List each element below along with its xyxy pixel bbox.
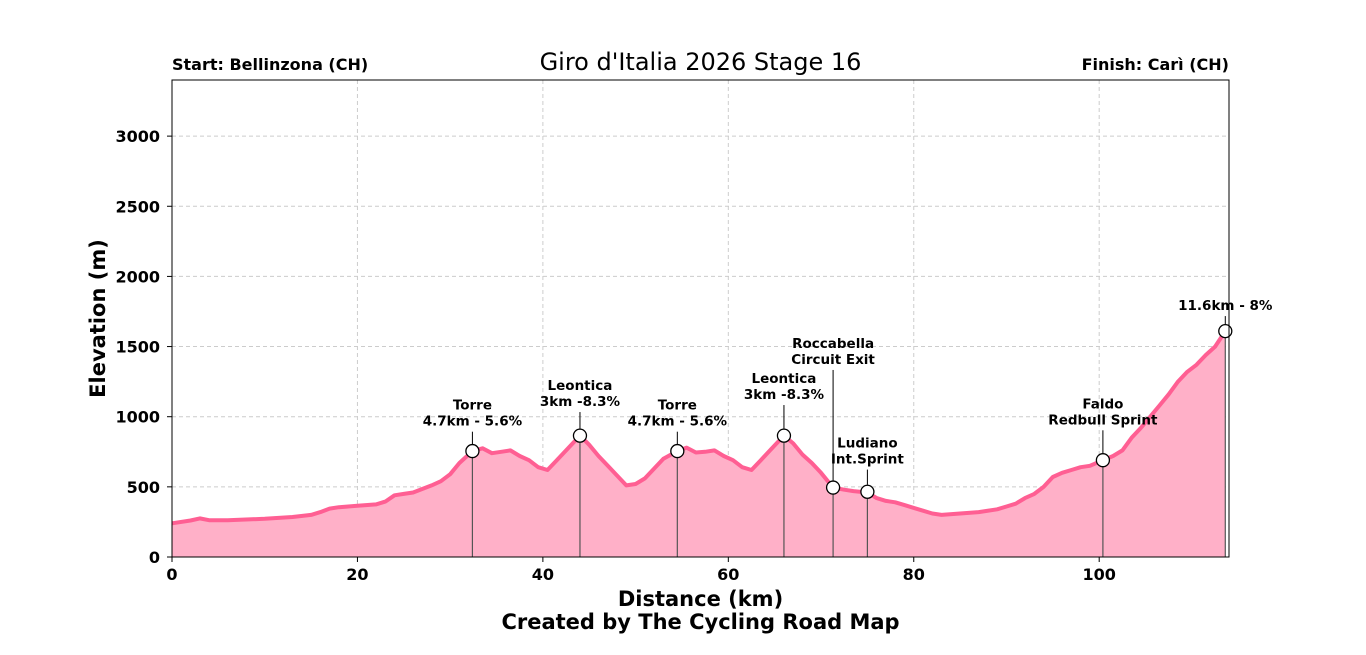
marker-label: Redbull Sprint (1048, 412, 1158, 428)
marker-label: Faldo (1082, 396, 1123, 412)
marker-point (670, 443, 685, 459)
elevation-area-fill (172, 331, 1226, 557)
marker-point (776, 428, 792, 443)
x-axis-title: Distance (km) (618, 587, 783, 611)
marker-label: Torre (453, 398, 492, 414)
marker-label: 4.7km - 5.6% (423, 414, 523, 430)
plot-frame (171, 79, 1230, 558)
y-axis-title: Elevation (m) (86, 239, 110, 398)
y-tick-label: 1500 (115, 338, 160, 357)
x-tick-label: 40 (532, 565, 554, 584)
elevation-line (171, 330, 1227, 526)
marker-label: Leontica (752, 371, 817, 387)
y-tick-label: 2500 (115, 197, 160, 216)
x-tick-label: 20 (346, 565, 368, 584)
marker-point (465, 443, 480, 459)
marker-point (1095, 453, 1111, 468)
y-tick-label: 500 (127, 478, 160, 497)
finish-label: Finish: Carì (CH) (1082, 55, 1229, 74)
start-label: Start: Bellinzona (CH) (172, 55, 368, 74)
marker-point (572, 428, 588, 443)
marker-label: Int.Sprint (831, 452, 904, 468)
marker-label: 11.6km - 8% (1178, 298, 1273, 314)
y-tick-label: 0 (149, 548, 160, 567)
marker-label: 4.7km - 5.6% (628, 414, 728, 430)
x-tick-label: 100 (1082, 565, 1115, 584)
marker-label: Torre (658, 398, 697, 414)
y-tick-label: 1000 (115, 408, 160, 427)
marker-label: Roccabella (792, 336, 874, 352)
marker-label: Ludiano (837, 436, 898, 452)
marker-label: Circuit Exit (791, 352, 875, 368)
marker-point (860, 484, 875, 499)
x-tick-label: 60 (717, 565, 739, 584)
marker-point (825, 480, 841, 495)
credit-label: Created by The Cycling Road Map (501, 610, 899, 634)
marker-label: 3km -8.3% (540, 394, 621, 410)
climb-marker: 11.6km - 8% (1178, 298, 1273, 557)
x-tick-label: 80 (903, 565, 925, 584)
marker-label: Leontica (548, 378, 613, 394)
chart-title: Giro d'Italia 2026 Stage 16 (540, 48, 862, 76)
marker-point (1218, 323, 1233, 339)
x-tick-label: 0 (166, 565, 177, 584)
y-tick-label: 2000 (115, 267, 160, 286)
marker-label: 3km -8.3% (744, 387, 825, 403)
y-tick-label: 3000 (115, 127, 160, 146)
